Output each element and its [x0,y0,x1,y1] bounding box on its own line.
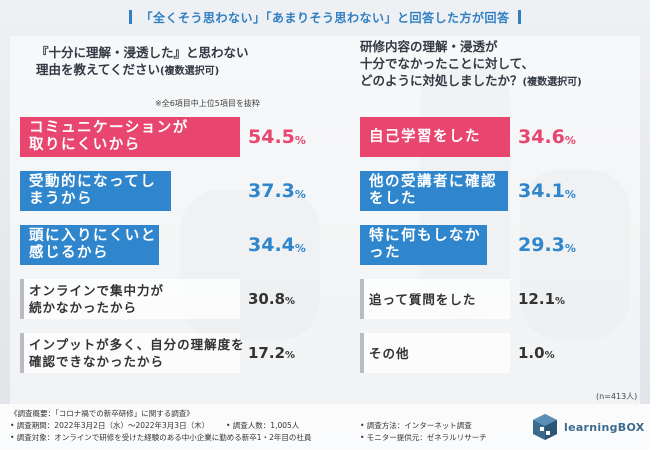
survey-people: • 調査人数：1,005人 [226,421,300,430]
bar-row: 追って質問をした 12.1% [360,279,588,319]
bar-value: 30.8% [248,279,295,319]
bar-track [171,171,240,211]
right-title-text: 研修内容の理解・浸透が 十分でなかったことに対して、 どのように対処しましたか？ [360,39,535,88]
bar-value-number: 54.5 [248,126,295,148]
header-tick [517,10,521,24]
bar [360,171,508,211]
bar-track [159,225,240,265]
left-title-text: 『十分に理解・浸透した』と思わない 理由を教えてください [36,45,249,77]
bar-value-number: 29.3 [518,234,565,256]
header-text: 「全くそう思わない」「あまりそう思わない」と回答した方が回答 [140,10,510,25]
bar-value: 34.1% [518,171,576,211]
bar-row: その他 1.0% [360,333,588,373]
bar-value: 34.4% [248,225,306,265]
bar-row: 頭に入りにくいと感じるから 34.4% [20,225,318,265]
bar [360,279,364,319]
bar [20,117,240,157]
bar-value-number: 34.1 [518,180,565,202]
bar [20,279,24,319]
bar-label: 追って質問をした [369,291,477,307]
bar-value-unit: % [294,188,306,201]
bar-label: その他 [369,345,410,361]
bar-row: 受動的になってしまうから 37.3% [20,171,318,211]
left-question-title: 『十分に理解・浸透した』と思わない 理由を教えてください(複数選択可) [36,44,249,80]
bar-label: 特に何もしなかった [369,228,481,261]
bar-value: 17.2% [248,333,295,373]
bar-value: 12.1% [518,279,565,319]
bar [360,333,364,373]
bar-value: 1.0% [518,333,555,373]
bar-value-number: 17.2 [248,344,286,362]
logo: learningBOX [530,412,645,442]
bar [20,171,171,211]
bar-value-unit: % [285,296,296,307]
bar-box [24,333,240,373]
bar-row: インプットが多く、自分の理解度を 確認できなかったから 17.2% [20,333,318,373]
right-title-suffix: (複数選択可) [522,77,582,88]
bar-box [364,333,510,373]
survey-method: • 調査方法：インターネット調査 [360,421,472,430]
bar-track [508,171,510,211]
bar-track [487,225,510,265]
bar-box [24,279,240,319]
bar-value-unit: % [555,296,566,307]
bar-value-number: 1.0 [518,344,545,362]
bar [360,225,488,265]
bar-row: 特に何もしなかった 29.3% [360,225,588,265]
header: 「全くそう思わない」「あまりそう思わない」と回答した方が回答 [0,0,650,34]
bar-label: インプットが多く、自分の理解度を 確認できなかったから [29,337,245,369]
bar-label: 受動的になってしまうから [29,174,157,207]
right-question-title: 研修内容の理解・浸透が 十分でなかったことに対して、 どのように対処しましたか？… [360,38,582,91]
bar-row: コミュニケーションが 取りにくいから 54.5% [20,117,318,157]
survey-title: 《調査概要：「コロナ禍での新卒研修」に関する調査》 [10,409,194,418]
bar-value-unit: % [564,134,576,147]
bar-value-unit: % [285,350,296,361]
bar-value-number: 34.4 [248,234,295,256]
bar-label: 頭に入りにくいと感じるから [29,228,157,261]
sample-size: (n=413人) [596,392,638,401]
bar-label: オンラインで集中力が 続かなかったから [29,283,165,315]
bar [20,333,24,373]
survey-target: • 調査対象：オンラインで研修を受けた経験のある中小企業に勤める新卒1・2年目の… [10,433,312,442]
bar [360,117,510,157]
bar-value-number: 37.3 [248,180,295,202]
bar-label: コミュニケーションが 取りにくいから [29,120,189,153]
box-logo-icon [533,414,557,440]
bar-row: 他の受講者に確認をした 34.1% [360,171,588,211]
bar-value-number: 30.8 [248,290,286,308]
bar-row: オンラインで集中力が 続かなかったから 30.8% [20,279,318,319]
bar-value-unit: % [564,188,576,201]
bar-value: 34.6% [518,117,576,157]
bar-label: 自己学習をした [369,128,481,145]
bar-value: 37.3% [248,171,306,211]
bar-value: 54.5% [248,117,306,157]
left-note: ※全6項目中上位5項目を抜粋 [155,99,260,108]
bar-value-unit: % [294,134,306,147]
left-title-suffix: (複数選択可) [160,66,220,77]
bar-label: 他の受講者に確認をした [369,174,497,207]
survey-period: • 調査期間：2022年3月2日（水）〜2022年3月3日（木） [10,421,210,430]
survey-provider: • モニター提供元：ゼネラルリサーチ [360,433,487,442]
bar-box [364,279,510,319]
bar-value-number: 34.6 [518,126,565,148]
header-tick [129,10,133,24]
bar-value-unit: % [294,242,306,255]
bar-row: 自己学習をした 34.6% [360,117,588,157]
bar-value-unit: % [544,350,555,361]
bar-value: 29.3% [518,225,576,265]
bar-value-number: 12.1 [518,290,556,308]
bar [20,225,159,265]
bar-value-unit: % [564,242,576,255]
logo-text: learningBOX [564,420,645,434]
